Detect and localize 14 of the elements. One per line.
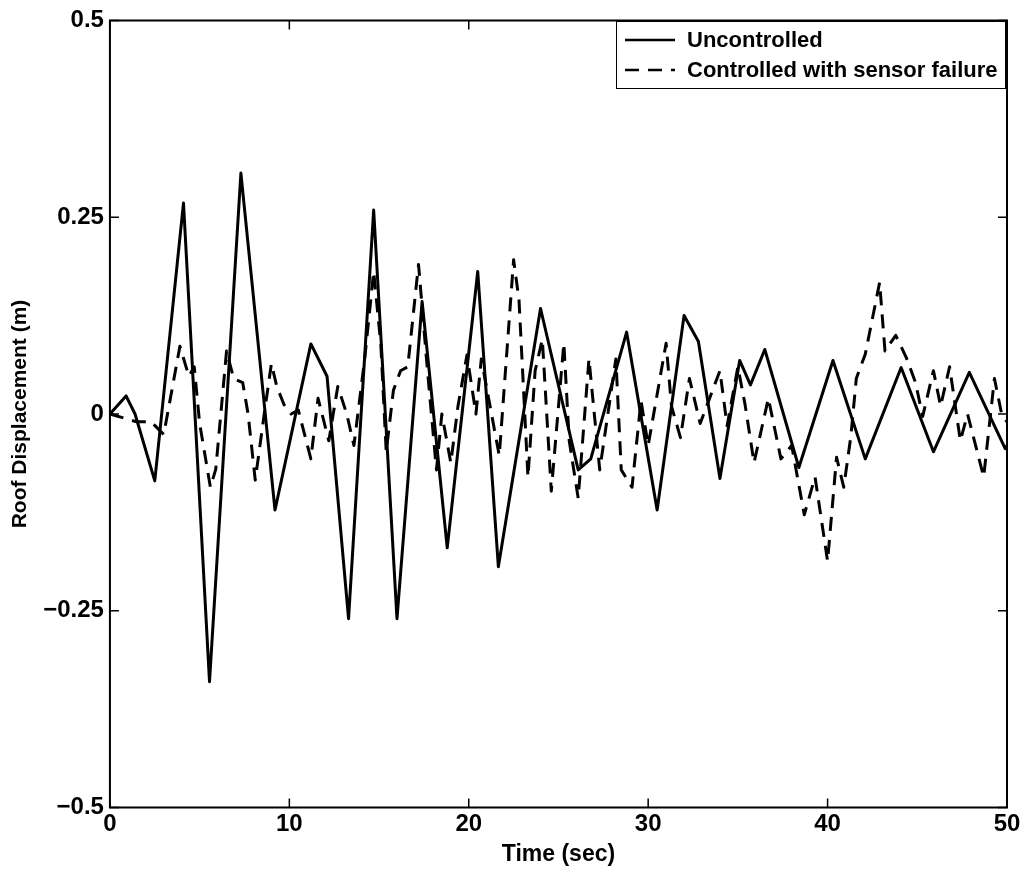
y-tick-label: −0.25 bbox=[43, 595, 104, 623]
legend-label: Controlled with sensor failure bbox=[687, 56, 998, 85]
y-tick-label: 0.25 bbox=[57, 201, 104, 229]
x-tick-label: 30 bbox=[634, 808, 662, 836]
x-axis-title: Time (sec) bbox=[501, 839, 616, 866]
legend-label: Uncontrolled bbox=[687, 26, 823, 55]
y-tick-label: −0.5 bbox=[56, 792, 104, 820]
y-axis-title: Roof Displacement (m) bbox=[7, 299, 31, 529]
y-tick-label: 0 bbox=[90, 398, 104, 426]
y-tick-label: 0.5 bbox=[70, 5, 104, 33]
x-tick-label: 10 bbox=[275, 808, 303, 836]
x-tick-label: 50 bbox=[993, 808, 1021, 836]
x-tick-label: 40 bbox=[814, 808, 841, 836]
x-tick-label: 20 bbox=[455, 808, 483, 836]
